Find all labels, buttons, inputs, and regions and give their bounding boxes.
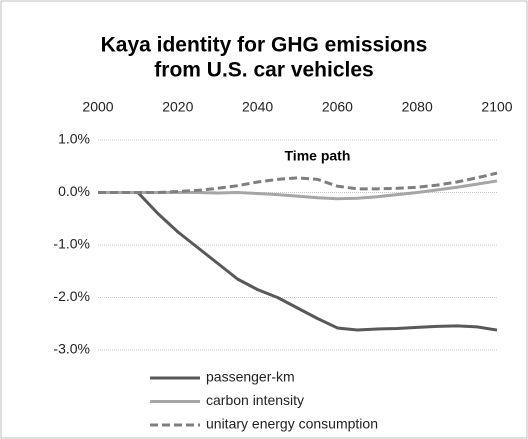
y-tick-label: -3.0% <box>53 341 90 357</box>
y-tick-label: -1.0% <box>53 236 90 252</box>
legend-label: unitary energy consumption <box>206 416 378 432</box>
x-tick-label: 2080 <box>402 99 433 115</box>
series-line <box>98 171 498 194</box>
x-tick-label: 2020 <box>162 99 193 115</box>
chart-title: Kaya identity for GHG emissions <box>101 34 428 57</box>
y-tick-label: -2.0% <box>53 288 90 304</box>
x-tick-label: 2000 <box>82 99 113 115</box>
annotation: Time path <box>285 148 351 164</box>
x-tick-label: 2060 <box>322 99 353 115</box>
legend-label: carbon intensity <box>206 392 304 408</box>
y-tick-label: 0.0% <box>58 183 90 199</box>
x-tick-label: 2040 <box>242 99 273 115</box>
legend-label: passenger-km <box>206 369 295 385</box>
y-tick-label: 1.0% <box>58 131 90 147</box>
x-tick-label: 2100 <box>481 99 512 115</box>
series-line <box>98 191 498 332</box>
chart-title: from U.S. car vehicles <box>154 59 373 82</box>
